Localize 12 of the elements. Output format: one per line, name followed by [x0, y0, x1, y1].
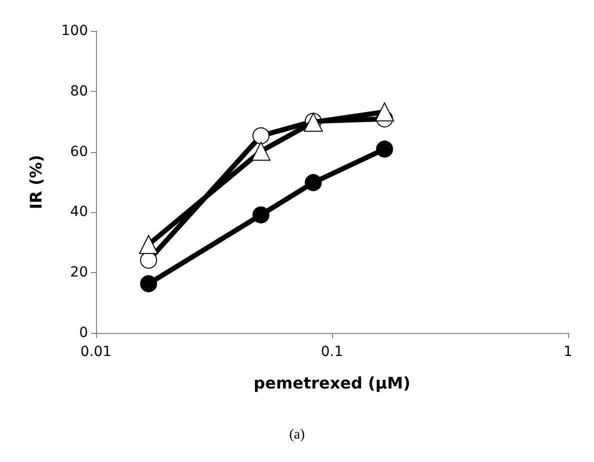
x-tick-label: 0.1 — [320, 344, 344, 360]
y-tick-label: 20 — [70, 264, 88, 281]
y-tick-label: 100 — [61, 23, 88, 39]
y-tick-label: 60 — [70, 144, 88, 160]
y-axis-title: IR (%) — [26, 154, 46, 210]
y-tick-label: 80 — [70, 83, 88, 100]
y-tick-label: 0 — [79, 325, 88, 341]
x-axis-title: pemetrexed (µM) — [254, 374, 410, 392]
x-tick-label: 0.01 — [80, 344, 112, 360]
text: (a) — [289, 428, 306, 442]
y-tick-label: 40 — [70, 204, 88, 220]
x-tick-label: 1 — [564, 344, 572, 360]
